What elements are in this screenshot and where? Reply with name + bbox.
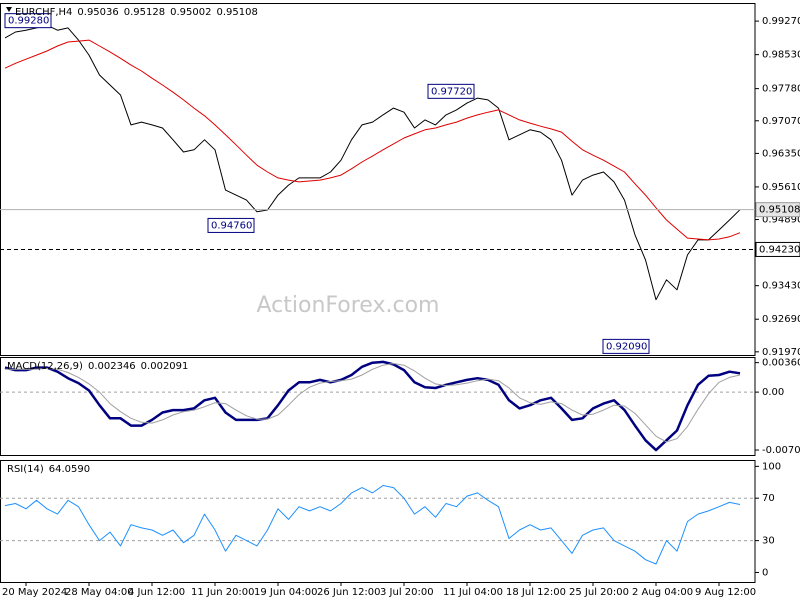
x-tick-label: 19 Jun 04:00 (254, 587, 318, 598)
panel-title: EURCHF,H4 (15, 7, 72, 18)
series-line (4, 360, 741, 452)
current-price-label: 0.95108 (759, 205, 800, 216)
panel-frame (0, 357, 756, 456)
watermark: ActionForex.com (257, 293, 440, 318)
x-tick-label: 4 Jun 12:00 (128, 587, 185, 598)
annotation-box (4, 13, 52, 29)
annotation-box (602, 338, 650, 354)
menu-arrow[interactable] (6, 7, 12, 12)
y-tick-label: 0.91970 (762, 347, 800, 358)
annotation-label: 0.97720 (431, 86, 472, 97)
y-tick-label: 70 (762, 493, 775, 504)
readout-value: 0.002346 (88, 361, 136, 372)
annotation-label: 0.92090 (606, 341, 647, 352)
y-tick-label: 0.93430 (762, 281, 800, 292)
panel-frame (0, 3, 756, 356)
x-tick-label: 2 Aug 04:00 (632, 587, 693, 598)
y-tick-label: 0.99270 (762, 16, 800, 27)
x-tick-label: 9 Aug 12:00 (695, 587, 756, 598)
y-tick-label: 0.00 (762, 387, 784, 398)
x-tick-label: 20 May 2024 (2, 587, 67, 598)
y-tick-label: 0 (762, 567, 768, 578)
panel-header: EURCHF,H4 0.95036 0.95128 0.95002 0.95108 (15, 7, 258, 18)
readout-value: 0.95036 (77, 7, 118, 18)
series-line (5, 363, 741, 443)
panel-header: RSI(14) 64.0590 (7, 464, 90, 475)
support-label: 0.94230 (759, 244, 800, 255)
x-tick-label: 11 Jul 04:00 (443, 587, 503, 598)
x-tick-label: 11 Jun 20:00 (191, 587, 255, 598)
y-tick-label: 100 (762, 461, 781, 472)
series-line (4, 39, 741, 241)
y-tick-label: -0.007092 (762, 445, 800, 456)
annotation-box (427, 83, 475, 99)
x-tick-label: 28 May 04:00 (65, 587, 134, 598)
readout-value: 64.0590 (49, 464, 90, 475)
y-tick-label: 0.94890 (762, 215, 800, 226)
y-tick-label: 0.95610 (762, 182, 800, 193)
readout-value: 0.95108 (216, 7, 257, 18)
panel-title: MACD(12,26,9) (7, 361, 83, 372)
x-tick-label: 3 Jul 20:00 (380, 587, 434, 598)
series-line (4, 24, 741, 301)
readout-value: 0.95002 (170, 7, 211, 18)
panel-header: MACD(12,26,9) 0.002346 0.002091 (7, 361, 188, 372)
annotation-box (207, 217, 255, 233)
y-tick-label: 0.92690 (762, 314, 800, 325)
y-tick-label: 0.97780 (762, 84, 800, 95)
y-tick-label: 0.96350 (762, 148, 800, 159)
y-tick-label: 30 (762, 536, 775, 547)
x-tick-label: 25 Jul 20:00 (569, 587, 629, 598)
x-tick-label: 18 Jul 12:00 (506, 587, 566, 598)
annotation-label: 0.99280 (8, 16, 49, 27)
annotation-label: 0.94760 (211, 220, 252, 231)
readout-value: 0.95128 (124, 7, 165, 18)
support-label-box (755, 241, 800, 257)
readout-value: 0.002091 (141, 361, 189, 372)
x-tick-label: 26 Jun 12:00 (317, 587, 381, 598)
panel-title: RSI(14) (7, 464, 44, 475)
y-tick-label: 0.97070 (762, 116, 800, 127)
panel-frame (0, 460, 756, 583)
y-tick-label: 0.98530 (762, 50, 800, 61)
y-tick-label: 0.003608 (762, 358, 800, 369)
current-price-box (755, 202, 800, 218)
series-line (4, 485, 741, 565)
